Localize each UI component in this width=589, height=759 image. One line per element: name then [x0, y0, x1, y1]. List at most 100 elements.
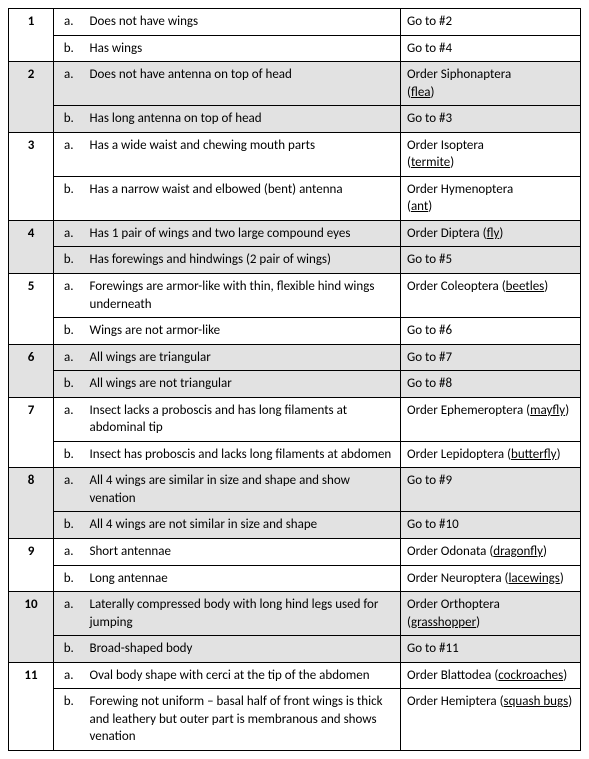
- option-description: Does not have wings: [84, 9, 401, 36]
- option-description: Forewing not uniform – basal half of fro…: [84, 689, 401, 751]
- option-description: Long antennae: [84, 565, 401, 592]
- option-letter: a.: [54, 344, 84, 371]
- option-letter: a.: [54, 592, 84, 636]
- common-name: grasshopper: [411, 615, 476, 630]
- step-number: 4: [9, 220, 54, 247]
- step-number-empty: [9, 247, 54, 274]
- result-cell: Go to #3: [401, 106, 581, 133]
- result-cell: Order Orthoptera (grasshopper): [401, 592, 581, 636]
- key-row: 5a.Forewings are armor-like with thin, f…: [9, 274, 581, 318]
- result-cell: Order Coleoptera (beetles): [401, 274, 581, 318]
- key-row: b.All 4 wings are not similar in size an…: [9, 512, 581, 539]
- key-row: 4a.Has 1 pair of wings and two large com…: [9, 220, 581, 247]
- result-cell: Order Neuroptera (lacewings): [401, 565, 581, 592]
- option-letter: a.: [54, 62, 84, 106]
- key-row: 8a.All 4 wings are similar in size and s…: [9, 468, 581, 512]
- option-letter: a.: [54, 9, 84, 36]
- common-name: ant: [411, 199, 428, 214]
- result-cell: Go to #2: [401, 9, 581, 36]
- step-number-empty: [9, 689, 54, 751]
- step-number-empty: [9, 636, 54, 663]
- common-name: beetles: [506, 279, 545, 294]
- common-name: dragonfly: [493, 544, 543, 559]
- common-name: fly: [487, 226, 500, 241]
- result-cell: Order Lepidoptera (butterfly): [401, 441, 581, 468]
- option-letter: b.: [54, 512, 84, 539]
- option-description: All wings are not triangular: [84, 371, 401, 398]
- option-letter: b.: [54, 176, 84, 220]
- key-row: 10a.Laterally compressed body with long …: [9, 592, 581, 636]
- step-number: 5: [9, 274, 54, 318]
- key-row: b.Has long antenna on top of headGo to #…: [9, 106, 581, 133]
- option-description: Has forewings and hindwings (2 pair of w…: [84, 247, 401, 274]
- option-description: Insect has proboscis and lacks long fila…: [84, 441, 401, 468]
- result-cell: Order Hymenoptera (ant): [401, 176, 581, 220]
- option-description: Does not have antenna on top of head: [84, 62, 401, 106]
- option-description: Has 1 pair of wings and two large compou…: [84, 220, 401, 247]
- step-number-empty: [9, 176, 54, 220]
- step-number: 3: [9, 132, 54, 176]
- step-number-empty: [9, 441, 54, 468]
- key-row: b.Has forewings and hindwings (2 pair of…: [9, 247, 581, 274]
- step-number-empty: [9, 318, 54, 345]
- result-cell: Go to #6: [401, 318, 581, 345]
- result-cell: Order Isoptera (termite): [401, 132, 581, 176]
- key-row: 1a.Does not have wingsGo to #2: [9, 9, 581, 36]
- step-number-empty: [9, 35, 54, 62]
- step-number-empty: [9, 565, 54, 592]
- common-name: butterfly: [511, 447, 557, 462]
- common-name: cockroaches: [498, 668, 563, 683]
- common-name: flea: [411, 85, 431, 100]
- option-letter: a.: [54, 468, 84, 512]
- result-cell: Go to #5: [401, 247, 581, 274]
- result-cell: Go to #11: [401, 636, 581, 663]
- option-letter: a.: [54, 662, 84, 689]
- key-row: 2a.Does not have antenna on top of headO…: [9, 62, 581, 106]
- result-cell: Order Siphonaptera (flea): [401, 62, 581, 106]
- option-letter: b.: [54, 371, 84, 398]
- step-number: 8: [9, 468, 54, 512]
- option-letter: b.: [54, 441, 84, 468]
- result-cell: Go to #8: [401, 371, 581, 398]
- option-description: Has wings: [84, 35, 401, 62]
- key-row: b.Forewing not uniform – basal half of f…: [9, 689, 581, 751]
- step-number-empty: [9, 371, 54, 398]
- step-number: 1: [9, 9, 54, 36]
- option-description: Broad-shaped body: [84, 636, 401, 663]
- option-description: Wings are not armor-like: [84, 318, 401, 345]
- common-name: lacewings: [508, 571, 559, 586]
- key-row: 9a.Short antennaeOrder Odonata (dragonfl…: [9, 539, 581, 566]
- step-number: 7: [9, 397, 54, 441]
- key-row: b.Long antennaeOrder Neuroptera (lacewin…: [9, 565, 581, 592]
- result-cell: Order Hemiptera (squash bugs): [401, 689, 581, 751]
- option-description: Has long antenna on top of head: [84, 106, 401, 133]
- key-row: 3a.Has a wide waist and chewing mouth pa…: [9, 132, 581, 176]
- option-description: All 4 wings are not similar in size and …: [84, 512, 401, 539]
- step-number-empty: [9, 512, 54, 539]
- option-letter: b.: [54, 106, 84, 133]
- result-cell: Order Blattodea (cockroaches): [401, 662, 581, 689]
- option-letter: b.: [54, 318, 84, 345]
- step-number: 11: [9, 662, 54, 689]
- option-letter: a.: [54, 132, 84, 176]
- common-name: mayfly: [530, 403, 565, 418]
- option-letter: a.: [54, 397, 84, 441]
- option-description: Forewings are armor-like with thin, flex…: [84, 274, 401, 318]
- key-row: b.Has a narrow waist and elbowed (bent) …: [9, 176, 581, 220]
- key-row: 11a.Oval body shape with cerci at the ti…: [9, 662, 581, 689]
- option-description: Has a wide waist and chewing mouth parts: [84, 132, 401, 176]
- key-row: b.All wings are not triangularGo to #8: [9, 371, 581, 398]
- option-letter: a.: [54, 220, 84, 247]
- result-cell: Order Odonata (dragonfly): [401, 539, 581, 566]
- result-cell: Go to #7: [401, 344, 581, 371]
- step-number: 2: [9, 62, 54, 106]
- step-number: 9: [9, 539, 54, 566]
- dichotomous-key-table: 1a.Does not have wingsGo to #2b.Has wing…: [8, 8, 581, 751]
- key-row: b.Broad-shaped bodyGo to #11: [9, 636, 581, 663]
- option-description: Insect lacks a proboscis and has long fi…: [84, 397, 401, 441]
- common-name: squash bugs: [504, 694, 569, 709]
- result-cell: Order Diptera (fly): [401, 220, 581, 247]
- option-description: Oval body shape with cerci at the tip of…: [84, 662, 401, 689]
- key-row: 7a.Insect lacks a proboscis and has long…: [9, 397, 581, 441]
- option-description: Has a narrow waist and elbowed (bent) an…: [84, 176, 401, 220]
